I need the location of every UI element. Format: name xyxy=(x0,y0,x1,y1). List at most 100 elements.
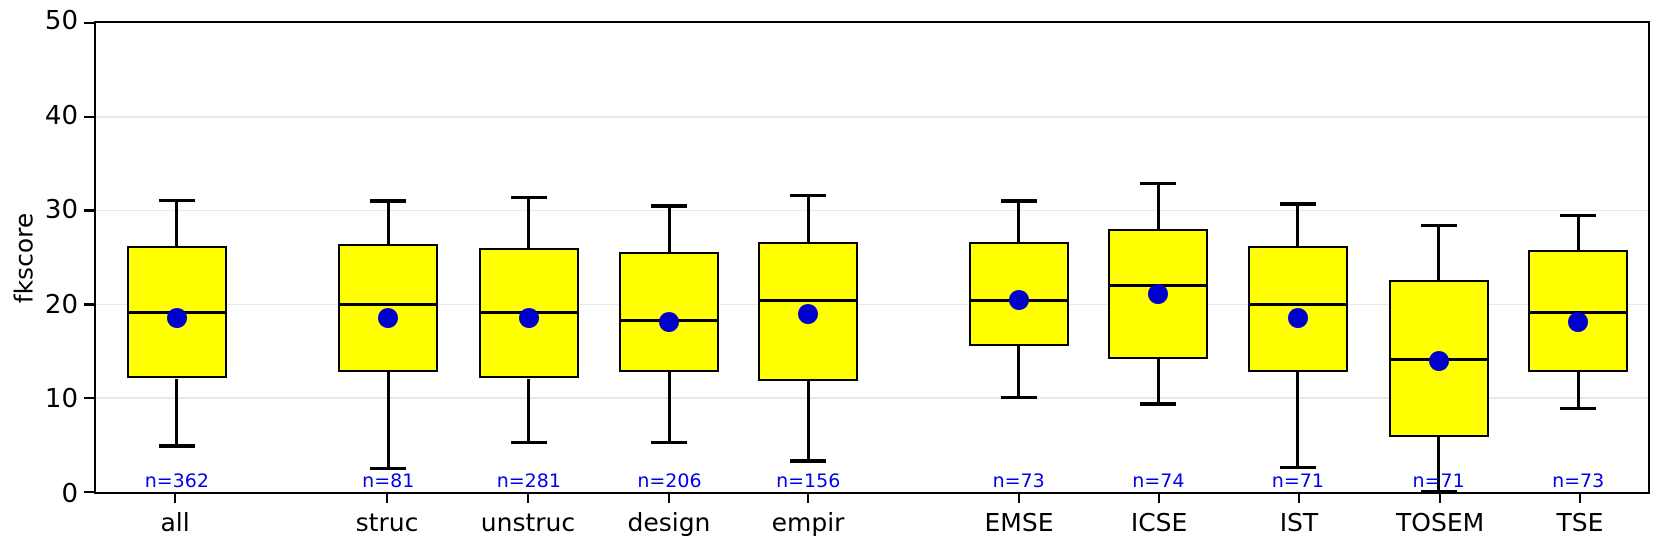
x-tick-label-TSE: TSE xyxy=(1556,508,1604,537)
y-tick-mark xyxy=(84,209,94,212)
mean-dot xyxy=(1148,284,1169,305)
y-tick-mark xyxy=(84,490,94,494)
lower-whisker-cap xyxy=(158,444,195,448)
lower-whisker-cap xyxy=(1420,490,1457,494)
box-group-all: n=362 xyxy=(126,23,227,492)
box-group-struc: n=81 xyxy=(338,23,439,492)
x-tick-label-unstruc: unstruc xyxy=(480,508,576,537)
y-tick-label: 10 xyxy=(44,384,78,415)
box-group-empir: n=156 xyxy=(758,23,859,492)
gridline-y20 xyxy=(96,303,1648,306)
x-tick-label-ICSE: ICSE xyxy=(1130,508,1188,537)
lower-whisker xyxy=(1156,358,1160,404)
y-tick-label: 0 xyxy=(61,479,78,509)
lower-whisker xyxy=(806,381,810,462)
upper-whisker-cap xyxy=(790,193,827,198)
sample-size-label: n=71 xyxy=(1412,470,1465,492)
lower-whisker xyxy=(667,371,671,443)
lower-whisker xyxy=(175,378,179,447)
x-tick-label-struc: struc xyxy=(355,508,419,537)
lower-whisker-cap xyxy=(1560,406,1597,411)
upper-whisker-cap xyxy=(651,204,688,208)
upper-whisker-cap xyxy=(1420,223,1457,228)
upper-whisker-cap xyxy=(1000,199,1037,203)
y-tick-mark xyxy=(84,21,94,25)
box-group-IST: n=71 xyxy=(1247,23,1348,492)
mean-dot xyxy=(378,308,399,329)
lower-whisker-cap xyxy=(1140,402,1177,406)
box-group-TOSEM: n=71 xyxy=(1388,23,1489,494)
lower-whisker xyxy=(1017,345,1021,398)
x-tick-mark xyxy=(1017,493,1021,503)
upper-whisker-cap xyxy=(1279,202,1316,206)
y-tick-label: 50 xyxy=(44,6,78,36)
upper-whisker xyxy=(1576,215,1580,250)
median-line xyxy=(1247,302,1348,306)
y-tick-mark xyxy=(84,396,94,400)
mean-dot xyxy=(1428,350,1449,371)
box-group-design: n=206 xyxy=(619,23,720,492)
sample-size-label: n=81 xyxy=(362,470,415,492)
upper-whisker-cap xyxy=(1140,181,1177,186)
lower-whisker xyxy=(527,378,531,443)
iqr-box xyxy=(1528,249,1629,372)
sample-size-label: n=71 xyxy=(1271,470,1324,492)
upper-whisker xyxy=(1437,225,1441,280)
mean-dot xyxy=(518,308,539,329)
iqr-box xyxy=(619,251,720,372)
y-tick-label: 20 xyxy=(44,289,78,320)
lower-whisker-cap xyxy=(370,466,407,471)
lower-whisker xyxy=(1576,371,1580,409)
x-tick-label-design: design xyxy=(627,508,711,537)
lower-whisker-cap xyxy=(651,440,688,445)
gridline-y40 xyxy=(96,116,1648,118)
x-tick-label-IST: IST xyxy=(1279,508,1319,537)
x-tick-label-empir: empir xyxy=(771,508,845,537)
upper-whisker xyxy=(1156,183,1160,230)
x-tick-mark xyxy=(1438,493,1442,503)
median-line xyxy=(758,299,859,303)
plot-area: n=362 n=81 n=281 n=206 n=156 n=73 n=74 n=71 n=71… xyxy=(84,21,1650,494)
mean-dot xyxy=(1008,289,1029,310)
x-tick-label-all: all xyxy=(160,508,190,537)
sample-size-label: n=206 xyxy=(637,470,702,492)
lower-whisker xyxy=(1296,371,1300,468)
upper-whisker-cap xyxy=(510,195,547,200)
x-tick-label-EMSE: EMSE xyxy=(984,508,1054,537)
mean-dot xyxy=(1287,307,1308,328)
lower-whisker-cap xyxy=(1000,395,1037,399)
sample-size-label: n=73 xyxy=(1552,470,1605,492)
upper-whisker xyxy=(527,197,531,249)
upper-whisker xyxy=(175,200,179,247)
sample-size-label: n=156 xyxy=(776,470,841,492)
gridline-y10 xyxy=(96,397,1648,399)
y-tick-label: 40 xyxy=(44,100,78,131)
iqr-box xyxy=(338,244,439,372)
box-group-TSE: n=73 xyxy=(1528,23,1629,492)
y-tick-mark xyxy=(84,303,94,306)
x-tick-mark xyxy=(173,493,177,503)
box-group-ICSE: n=74 xyxy=(1108,23,1209,492)
y-tick-mark xyxy=(84,115,94,119)
x-tick-mark xyxy=(667,493,671,503)
upper-whisker-cap xyxy=(370,199,407,203)
lower-whisker xyxy=(1437,436,1441,492)
x-tick-mark xyxy=(1578,493,1582,503)
mean-dot xyxy=(798,303,819,324)
upper-whisker xyxy=(1296,204,1300,247)
lower-whisker-cap xyxy=(1279,465,1316,470)
sample-size-label: n=362 xyxy=(144,470,209,492)
mean-dot xyxy=(1568,312,1589,333)
upper-whisker xyxy=(806,195,810,243)
upper-whisker xyxy=(667,205,671,252)
sample-size-label: n=281 xyxy=(496,470,561,492)
median-line xyxy=(338,302,439,306)
upper-whisker xyxy=(1017,201,1021,242)
upper-whisker xyxy=(386,201,390,245)
upper-whisker-cap xyxy=(158,198,195,203)
upper-whisker-cap xyxy=(1560,213,1597,218)
x-tick-mark xyxy=(1157,493,1161,503)
lower-whisker-cap xyxy=(510,440,547,445)
mean-dot xyxy=(166,308,187,329)
